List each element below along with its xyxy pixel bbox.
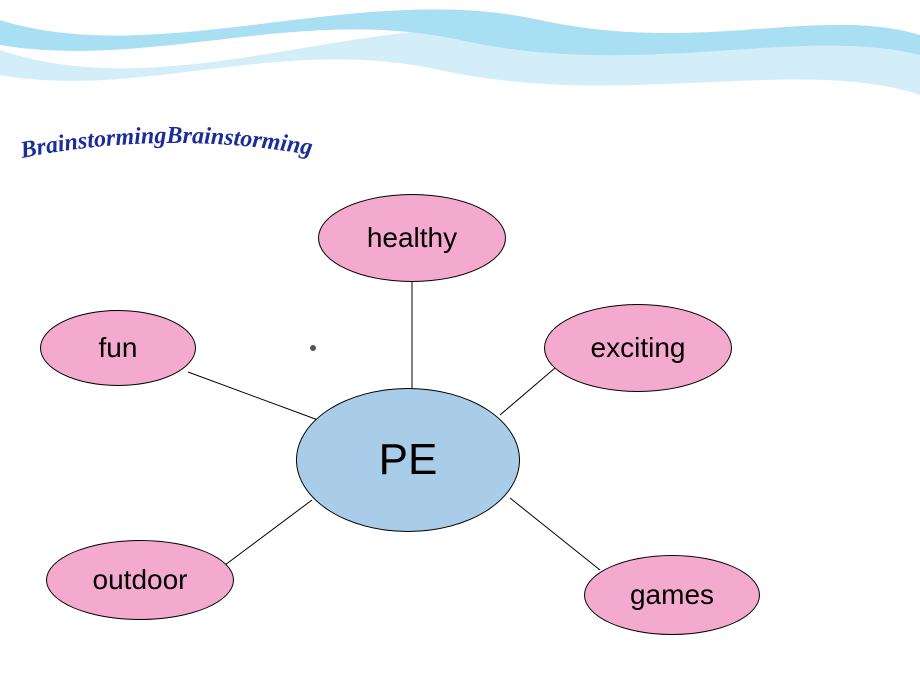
node-fun: fun <box>40 310 196 386</box>
node-label-fun: fun <box>99 332 138 364</box>
node-label-outdoor: outdoor <box>93 564 188 596</box>
node-label-healthy: healthy <box>367 222 457 254</box>
node-label-exciting: exciting <box>591 332 686 364</box>
node-label-games: games <box>630 579 714 611</box>
node-outdoor: outdoor <box>46 540 234 620</box>
node-exciting: exciting <box>544 304 732 392</box>
outer-nodes: healthy fun exciting outdoor games <box>0 0 920 690</box>
node-games: games <box>584 555 760 635</box>
node-healthy: healthy <box>318 194 506 282</box>
